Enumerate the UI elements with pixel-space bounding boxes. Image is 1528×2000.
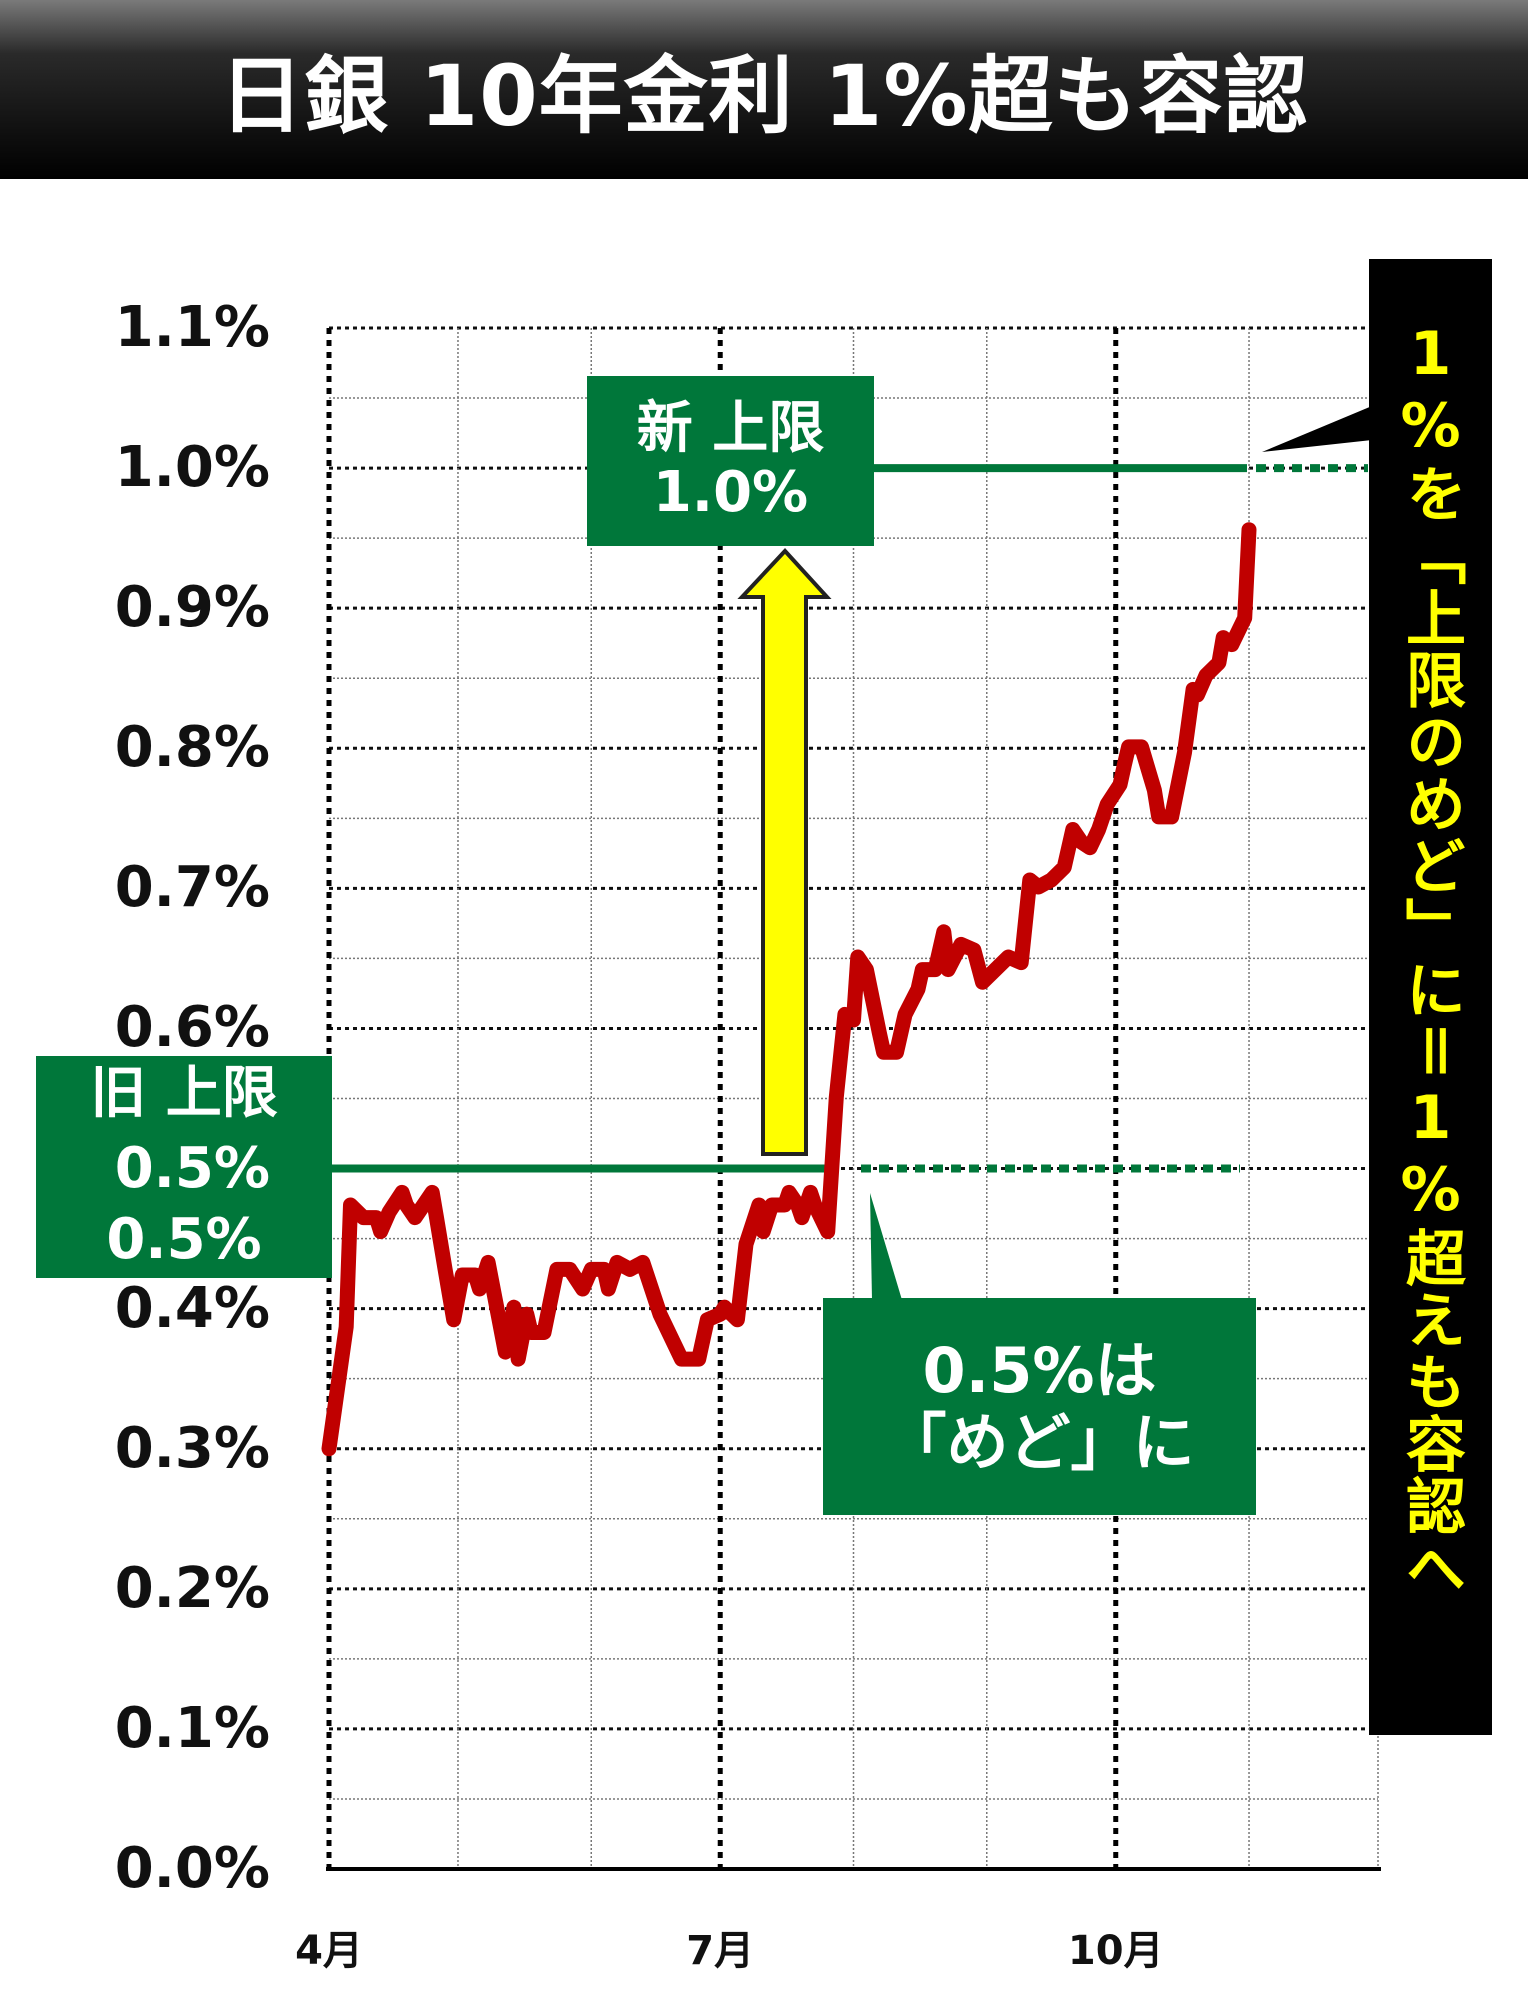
- old-limit-note: 0.5%は 「めど」に: [823, 1298, 1256, 1515]
- y-tick-label: 1.1%: [114, 295, 270, 360]
- old-limit-label: 旧 上限 0.5%: [36, 1056, 332, 1278]
- old-note-pointer: [870, 1193, 902, 1300]
- y-tick-label: 0.9%: [114, 575, 270, 641]
- y-tick-label: 0.7%: [114, 855, 270, 921]
- x-tick-label: 4月: [295, 1928, 363, 1974]
- y-tick-label: 0.5%: [114, 1135, 270, 1201]
- side-note-panel: 1%を「上限のめど」に＝1%超えも容認へ: [1369, 259, 1492, 1735]
- y-tick-label: 0.4%: [114, 1275, 270, 1341]
- old-note-line2: 「めど」に: [884, 1405, 1195, 1479]
- series-line: [321, 522, 1257, 1457]
- new-limit-value: 1.0%: [652, 460, 809, 525]
- x-tick-label: 7月: [686, 1928, 755, 1974]
- y-tick-label: 0.0%: [114, 1836, 270, 1901]
- y-tick-label: 0.6%: [114, 995, 270, 1061]
- new-limit-title: 新 上限: [636, 395, 825, 461]
- new-limit-label: 新 上限 1.0%: [587, 376, 874, 546]
- y-tick-label: 0.1%: [114, 1695, 270, 1761]
- chart-title: 日銀 10年金利 1%超も容認: [219, 47, 1309, 145]
- old-limit-value: 0.5%: [106, 1206, 262, 1272]
- y-tick-label: 0.2%: [114, 1555, 270, 1621]
- grid: [326, 326, 1381, 1871]
- limit-lines: [332, 464, 1368, 1173]
- x-tick-label: 10月: [1067, 1928, 1164, 1974]
- old-limit-title: 旧 上限: [90, 1061, 278, 1126]
- header-banner: 日銀 10年金利 1%超も容認: [0, 0, 1528, 179]
- side-note-pointer: [1262, 406, 1372, 452]
- y-tick-label: 0.3%: [114, 1415, 270, 1481]
- y-tick-label: 0.8%: [114, 715, 270, 781]
- arrow-up-icon: [737, 548, 832, 1156]
- y-tick-label: 1.0%: [114, 435, 270, 501]
- old-note-line1: 0.5%は: [922, 1334, 1157, 1408]
- side-note-text: 1%を「上限のめど」に＝1%超えも容認へ: [1395, 319, 1466, 1599]
